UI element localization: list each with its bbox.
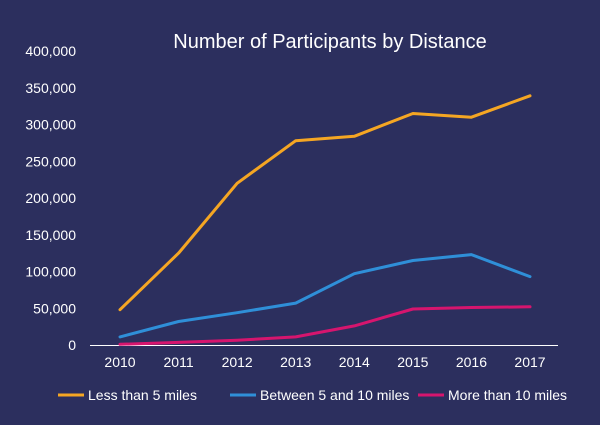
legend-label: Less than 5 miles bbox=[88, 387, 197, 403]
y-tick-label: 100,000 bbox=[25, 264, 76, 280]
series-line-2 bbox=[118, 253, 532, 339]
x-tick-label: 2012 bbox=[222, 354, 253, 370]
chart-title: Number of Participants by Distance bbox=[173, 31, 486, 53]
y-tick-label: 400,000 bbox=[25, 43, 76, 59]
y-tick-label: 350,000 bbox=[25, 80, 76, 96]
x-tick-label: 2013 bbox=[280, 354, 311, 370]
y-tick-label: 150,000 bbox=[25, 227, 76, 243]
x-tick-label: 2011 bbox=[164, 354, 194, 370]
y-tick-label: 300,000 bbox=[25, 117, 76, 133]
x-tick-label: 2016 bbox=[456, 354, 487, 370]
series-lines bbox=[118, 94, 532, 346]
y-axis-ticks: 0 50,000 100,000 150,000 200,000 250,000 300,0… bbox=[25, 43, 76, 353]
y-tick-label: 50,000 bbox=[33, 300, 76, 316]
x-tick-label: 2010 bbox=[104, 354, 135, 370]
x-tick-label: 2017 bbox=[514, 354, 545, 370]
y-tick-label: 0 bbox=[68, 337, 76, 353]
series-line-1 bbox=[118, 94, 532, 312]
y-tick-label: 200,000 bbox=[25, 190, 76, 206]
y-tick-label: 250,000 bbox=[25, 153, 76, 169]
series-line-3 bbox=[118, 305, 532, 346]
legend-label: More than 10 miles bbox=[448, 387, 567, 403]
legend-label: Between 5 and 10 miles bbox=[260, 387, 409, 403]
x-tick-label: 2014 bbox=[339, 354, 370, 370]
legend: Less than 5 miles Between 5 and 10 miles M… bbox=[58, 387, 567, 403]
x-axis-ticks: 2010 2011 2012 2013 2014 2015 2016 2017 bbox=[104, 354, 545, 370]
x-tick-label: 2015 bbox=[397, 354, 428, 370]
